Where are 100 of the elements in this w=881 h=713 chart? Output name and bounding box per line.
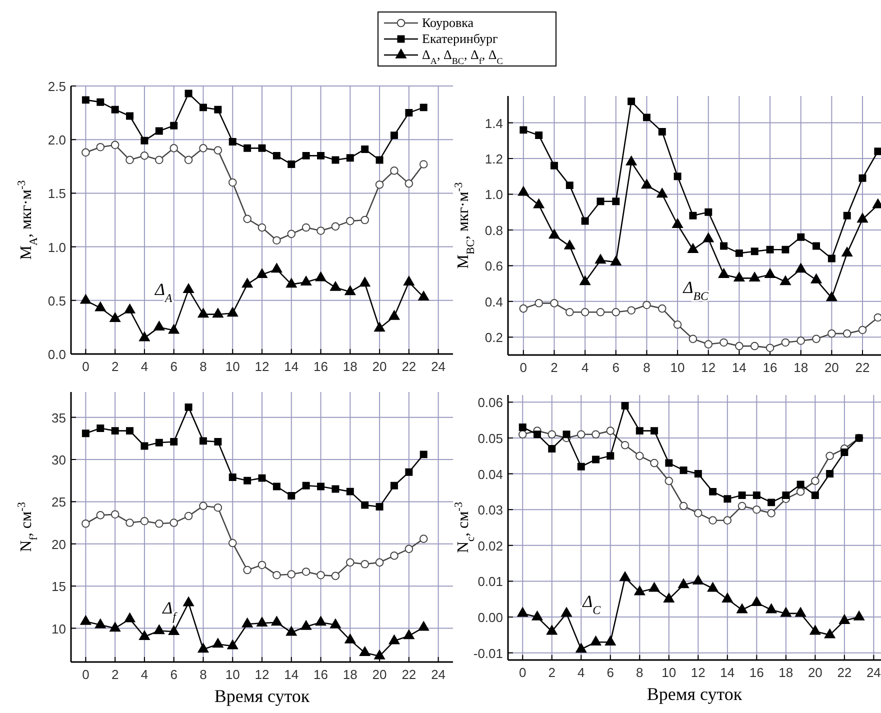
point	[168, 324, 180, 334]
point	[212, 638, 224, 648]
point	[736, 604, 748, 614]
x-tick-label: 2	[111, 667, 119, 682]
x-tick-label: 0	[520, 360, 528, 375]
point	[795, 607, 806, 617]
point	[674, 172, 682, 180]
x-tick-label: 0	[82, 667, 90, 682]
x-tick-label: 22	[402, 667, 416, 682]
point	[388, 310, 400, 320]
y-tick-label: -0.01	[473, 646, 503, 661]
y-tick-label: 0.6	[484, 258, 503, 274]
point	[126, 156, 134, 164]
point	[82, 519, 90, 528]
point	[390, 482, 398, 490]
point	[404, 276, 414, 286]
point	[642, 300, 651, 310]
point	[184, 90, 192, 98]
x-tick-label: 22	[402, 359, 416, 374]
point	[330, 281, 341, 291]
point	[738, 492, 746, 500]
point	[418, 291, 430, 301]
y-tick-label: 1.2	[484, 152, 503, 167]
point	[258, 474, 266, 482]
point	[198, 308, 209, 318]
y-tick-label: 30	[52, 452, 66, 468]
point	[331, 222, 340, 231]
point	[375, 558, 384, 567]
y-tick-label: 0.00	[478, 610, 503, 626]
point	[566, 182, 574, 190]
point	[620, 440, 630, 450]
point	[796, 488, 805, 496]
point	[272, 482, 280, 490]
point	[139, 332, 150, 342]
point	[286, 278, 297, 288]
point	[242, 618, 253, 628]
point	[548, 229, 560, 239]
point	[256, 268, 268, 278]
point	[627, 306, 636, 314]
annotation: Δ$_{C}$	[582, 592, 602, 617]
point	[534, 430, 541, 438]
x-tick-label: 14	[284, 359, 299, 374]
x-tick-label: 16	[314, 667, 328, 682]
point	[795, 263, 806, 273]
point	[550, 299, 558, 308]
point	[302, 152, 310, 160]
point	[520, 126, 528, 134]
point	[170, 144, 178, 152]
y-tick-label: 0.2	[484, 330, 503, 346]
point	[796, 480, 804, 488]
point	[302, 568, 310, 576]
x-tick-label: 12	[690, 665, 706, 680]
point	[361, 146, 369, 153]
point	[749, 272, 760, 282]
point	[315, 272, 326, 282]
x-axis-title: Время суток	[214, 686, 310, 706]
y-tick-label: 1.4	[484, 116, 503, 131]
point	[214, 503, 222, 512]
point	[810, 625, 821, 635]
point	[796, 336, 806, 345]
point	[722, 592, 733, 602]
x-tick-label: 6	[170, 667, 178, 682]
point	[673, 320, 682, 329]
point	[843, 212, 851, 220]
annotation: Δ$_{f}$	[162, 598, 178, 624]
point	[228, 473, 236, 481]
point	[548, 430, 556, 439]
point	[300, 620, 312, 630]
point	[626, 156, 637, 166]
point	[581, 217, 589, 225]
y-tick-label: 0.0	[48, 347, 66, 362]
point	[227, 307, 238, 317]
y-tick-label: 35	[52, 410, 66, 426]
point	[272, 236, 281, 245]
point	[375, 180, 384, 189]
point	[826, 470, 834, 478]
point	[664, 476, 674, 486]
point	[96, 424, 104, 432]
point	[82, 96, 90, 104]
y-tick-label: 0.05	[478, 430, 503, 446]
point	[111, 106, 119, 114]
point	[562, 430, 570, 438]
point	[110, 140, 120, 150]
point	[620, 571, 630, 581]
point	[258, 223, 266, 232]
point	[80, 615, 92, 625]
point	[826, 292, 838, 302]
y-tick-label: 1.5	[48, 186, 66, 202]
point	[735, 249, 743, 257]
point	[390, 132, 398, 140]
point	[518, 186, 529, 196]
point	[184, 403, 192, 411]
point	[286, 626, 297, 636]
point	[839, 614, 850, 624]
point	[533, 198, 544, 208]
point	[577, 462, 585, 470]
point	[390, 552, 398, 560]
point	[271, 263, 282, 273]
point	[390, 166, 398, 175]
point	[287, 230, 296, 238]
